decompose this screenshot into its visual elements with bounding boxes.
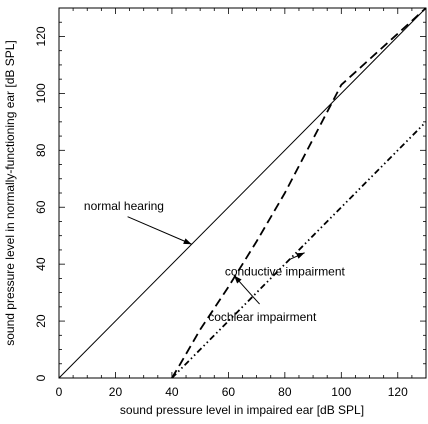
ticks [58,7,427,379]
y-tick-label: 40 [34,257,48,271]
y-tick-label: 100 [34,83,48,103]
conductive-impairment-line [171,121,427,379]
x-tick-labels: 0 20 40 60 80 100 120 [56,385,408,399]
y-tick-labels: 0 20 40 60 80 100 120 [34,26,48,381]
x-tick-label: 40 [165,385,179,399]
normal-hearing-label: normal hearing [84,199,164,213]
conductive-impairment-label: conductive impairment [225,265,346,279]
normal-hearing-arrow-head [183,238,192,245]
annotation-layer: normal hearing conductive impairment cochl… [84,199,346,324]
conductive-impairment-arrow-head [296,252,305,259]
series-layer [58,7,427,379]
x-tick-label: 0 [56,385,63,399]
cochlear-impairment-arrow-head [234,275,242,284]
normal-hearing-arrow-line [127,216,192,245]
y-tick-label: 60 [34,200,48,214]
y-tick-label: 0 [34,374,48,381]
x-tick-label: 80 [278,385,292,399]
x-tick-label: 100 [331,385,351,399]
y-axis-title: sound pressure level in normally-functio… [3,40,17,346]
y-tick-label: 20 [34,314,48,328]
y-tick-label: 120 [34,26,48,46]
x-tick-label: 60 [222,385,236,399]
cochlear-impairment-line [171,7,427,379]
x-tick-label: 20 [109,385,123,399]
normal-hearing-line [58,7,427,379]
x-tick-label: 120 [388,385,408,399]
cochlear-impairment-label: cochlear impairment [208,310,317,324]
x-axis-title: sound pressure level in impaired ear [dB… [120,403,364,417]
y-tick-label: 80 [34,143,48,157]
